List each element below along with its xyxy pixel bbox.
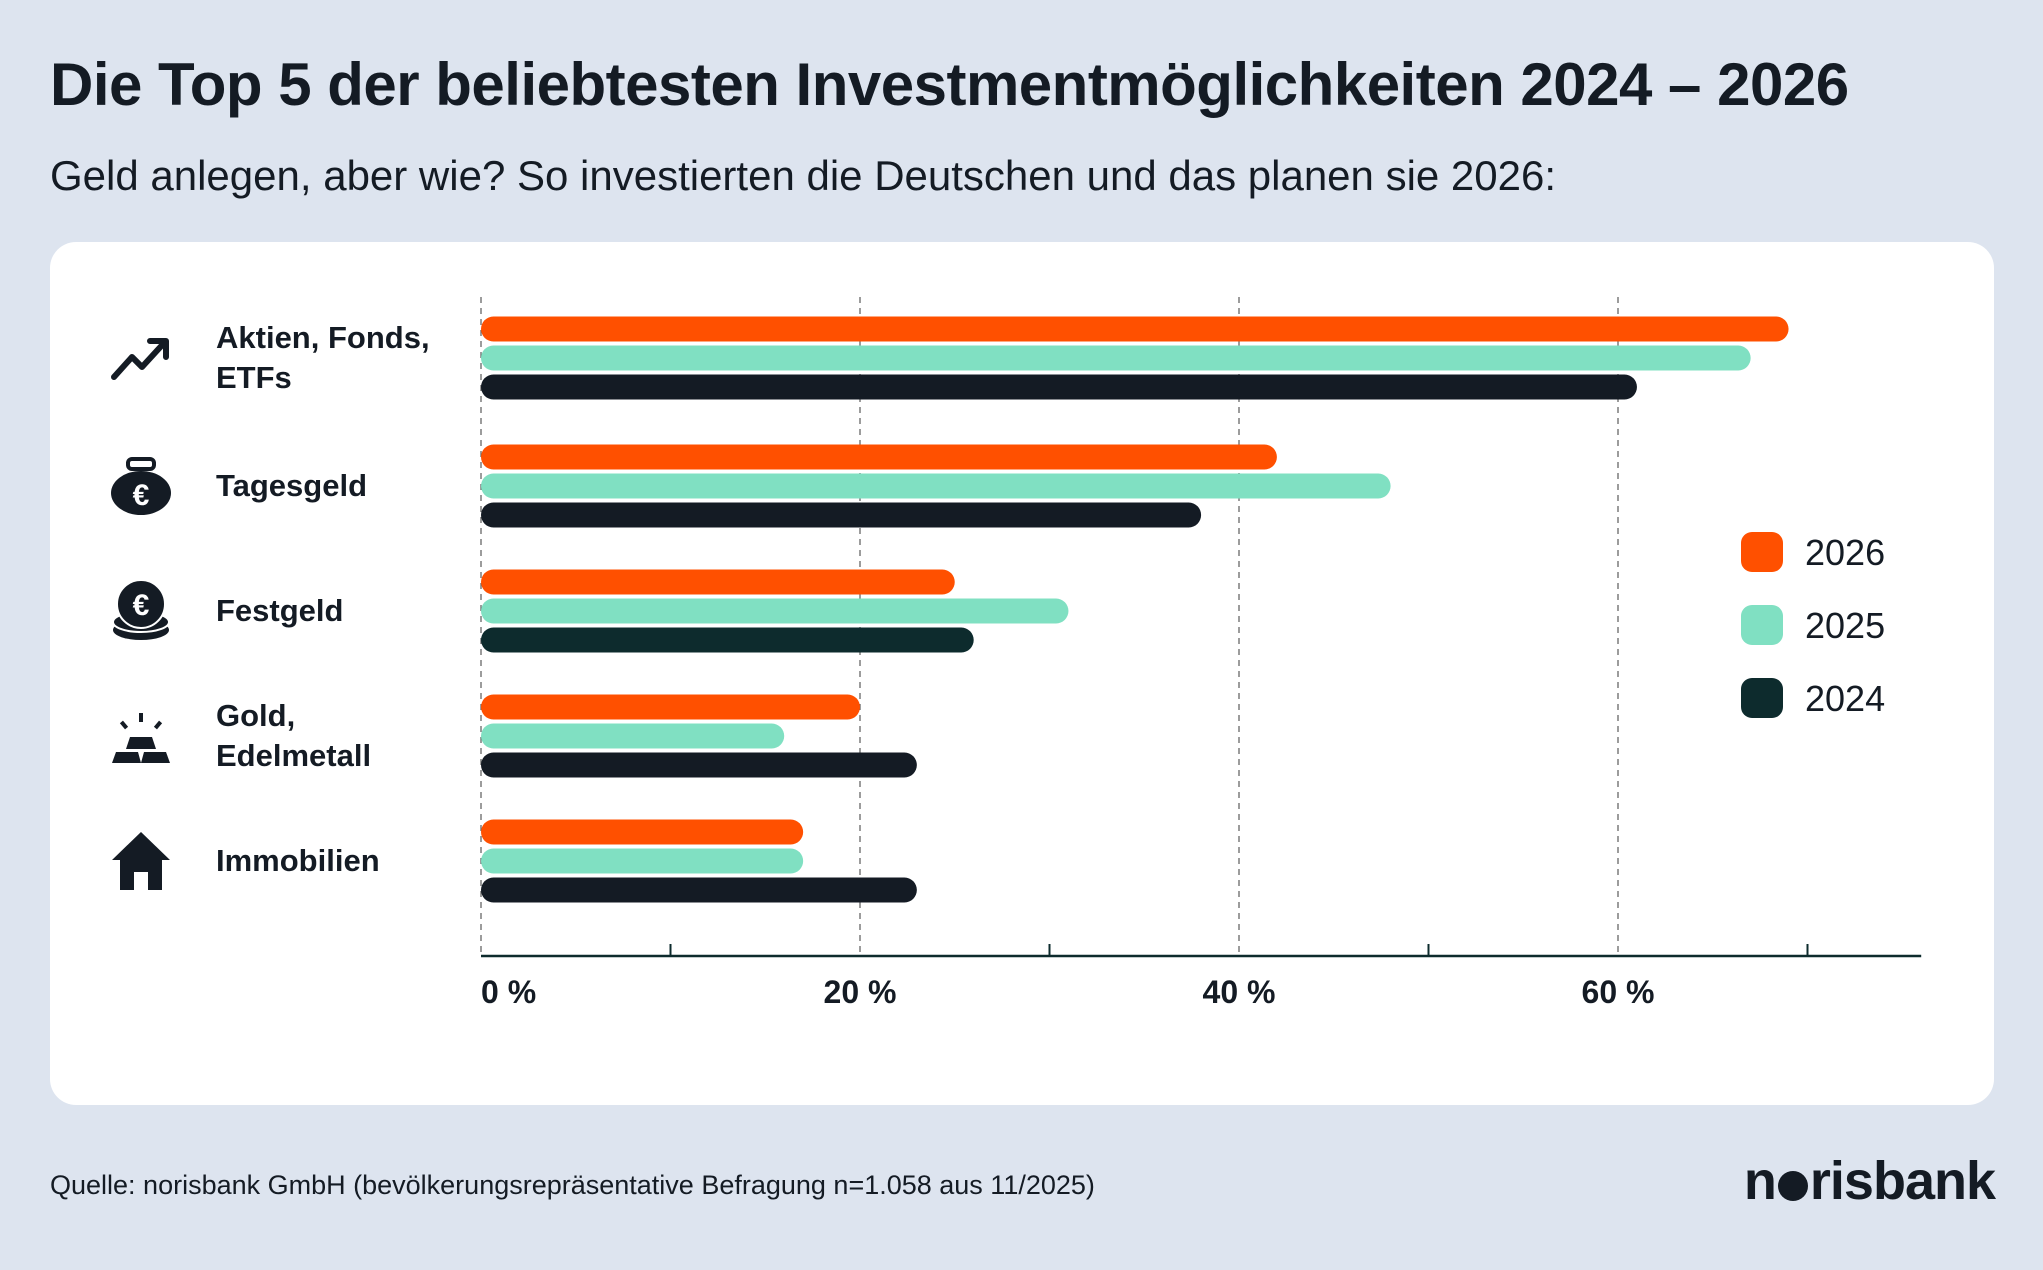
x-tick-label: 0 %: [481, 974, 536, 1010]
source-note: Quelle: norisbank GmbH (bevölkerungsrepr…: [50, 1170, 1095, 1200]
trending-up-icon: [108, 325, 174, 391]
legend-swatch-2026: [1741, 532, 1783, 572]
category-label: Tagesgeld: [216, 468, 368, 503]
bar-2024-2: [481, 627, 974, 653]
bar-2024-0: [481, 374, 1637, 400]
category-label: Aktien, Fonds, ETFs: [216, 320, 430, 395]
bar-2026-3: [481, 694, 860, 720]
bar-2026-2: [481, 569, 955, 595]
bar-2025-1: [481, 473, 1391, 499]
bar-2026-1: [481, 444, 1277, 470]
x-tick-label: 60 %: [1582, 974, 1655, 1010]
page-subtitle: Geld anlegen, aber wie? So investierten …: [50, 152, 1557, 199]
house-icon: [108, 828, 174, 894]
category-label: Festgeld: [216, 593, 344, 628]
svg-text:€: €: [133, 589, 150, 622]
legend-label: 2026: [1805, 532, 1885, 573]
bar-2025-4: [481, 848, 804, 874]
legend-label: 2024: [1805, 678, 1885, 719]
bar-2024-1: [481, 502, 1202, 528]
legend-label: 2025: [1805, 605, 1885, 646]
legend-swatch-2024: [1741, 678, 1783, 718]
category-label: Gold, Edelmetall: [216, 698, 372, 773]
page-title: Die Top 5 der beliebtesten Investmentmög…: [50, 51, 1849, 118]
coin-stack-euro-icon: €: [108, 578, 174, 644]
bar-2024-3: [481, 752, 917, 778]
bar-2026-0: [481, 316, 1789, 342]
bar-2024-4: [481, 877, 917, 903]
legend-swatch-2025: [1741, 605, 1783, 645]
x-tick-label: 40 %: [1203, 974, 1276, 1010]
x-tick-label: 20 %: [824, 974, 897, 1010]
bar-2025-0: [481, 345, 1751, 371]
bar-2026-4: [481, 819, 804, 845]
svg-text:€: €: [133, 479, 150, 512]
coin-purse-euro-icon: €: [108, 453, 174, 519]
norisbank-logo: n risbank: [1743, 1151, 1996, 1211]
category-label: Immobilien: [216, 843, 380, 878]
bar-2025-2: [481, 598, 1069, 624]
bar-2025-3: [481, 723, 785, 749]
gold-bars-icon: [108, 703, 174, 769]
